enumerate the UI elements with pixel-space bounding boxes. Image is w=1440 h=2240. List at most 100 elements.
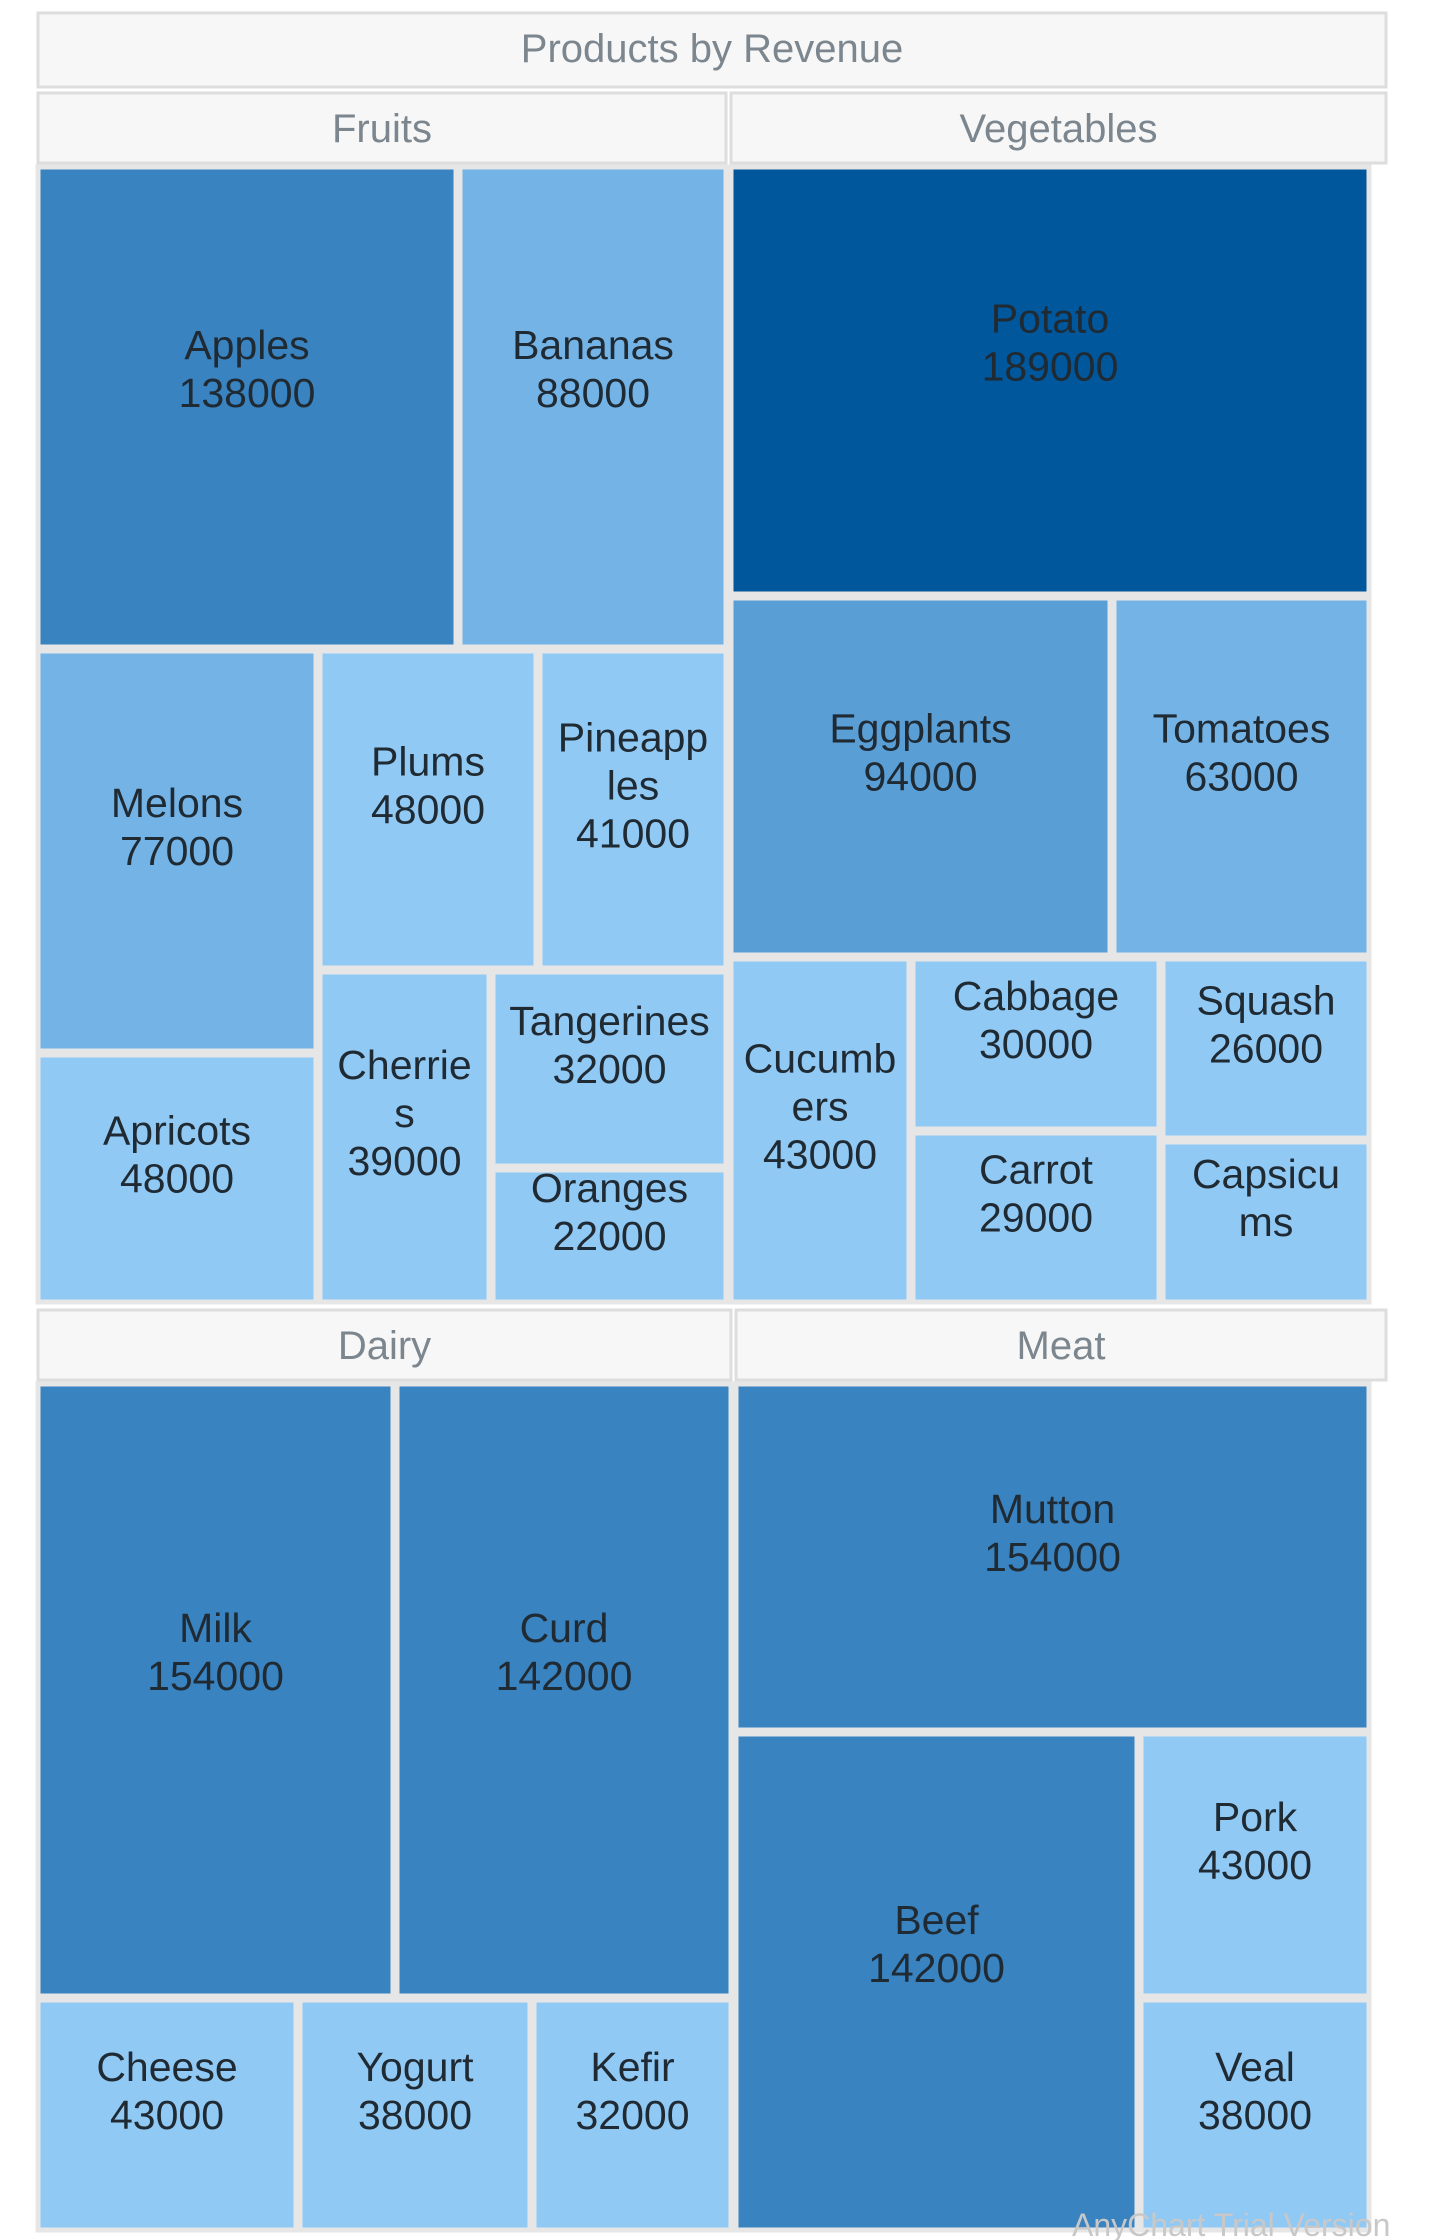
tile-label-melons: Melons 77000 bbox=[111, 780, 243, 874]
group-header-dairy[interactable] bbox=[36, 1308, 733, 1382]
tile-rect-tangerines[interactable] bbox=[490, 969, 729, 1169]
tile-carrot[interactable]: Carrot 29000 bbox=[910, 1130, 1162, 1305]
tile-curd[interactable]: Curd 142000 bbox=[394, 1381, 734, 1999]
tile-value: 41000 bbox=[576, 811, 690, 857]
tile-bananas[interactable]: Bananas 88000 bbox=[457, 164, 729, 650]
group-header-vegetables[interactable] bbox=[729, 91, 1388, 165]
tile-cucumbers[interactable]: Cucumb ers 43000 bbox=[728, 956, 912, 1305]
tile-oranges[interactable]: Oranges 22000 bbox=[490, 1165, 729, 1305]
tile-rect-milk[interactable] bbox=[35, 1381, 396, 1999]
tile-rect-mutton[interactable] bbox=[733, 1381, 1372, 1733]
tile-rect-plums[interactable] bbox=[317, 648, 539, 971]
tile-tangerines[interactable]: Tangerines 32000 bbox=[490, 969, 729, 1169]
tile-apples[interactable]: Apples 138000 bbox=[35, 164, 459, 650]
chart-title-bar bbox=[36, 11, 1388, 89]
tile-rect-beef[interactable] bbox=[733, 1731, 1140, 2233]
tile-mutton[interactable]: Mutton 154000 bbox=[733, 1381, 1372, 1733]
tile-value: 38000 bbox=[358, 2092, 472, 2138]
group-header-meat[interactable] bbox=[734, 1308, 1388, 1382]
tile-rect-cabbage[interactable] bbox=[910, 956, 1162, 1132]
tile-potato[interactable]: Potato 189000 bbox=[728, 164, 1372, 597]
tile-rect-melons[interactable] bbox=[35, 648, 319, 1054]
tile-name: s bbox=[394, 1090, 415, 1136]
tile-label-tomatoes: Tomatoes 63000 bbox=[1153, 706, 1331, 800]
tile-label-capsicums: Capsicu ms bbox=[1192, 1151, 1340, 1245]
tile-name: Milk bbox=[179, 1605, 252, 1651]
tile-value: 77000 bbox=[120, 828, 234, 874]
tile-rect-veal[interactable] bbox=[1138, 1997, 1372, 2233]
tile-name: Apricots bbox=[103, 1108, 251, 1154]
tile-rect-oranges[interactable] bbox=[490, 1167, 729, 1305]
tile-cherries[interactable]: Cherrie s 39000 bbox=[317, 969, 492, 1305]
tile-name: Pork bbox=[1213, 1794, 1298, 1840]
tile-rect-cherries[interactable] bbox=[317, 969, 492, 1305]
tile-pineapples[interactable]: Pineapp les 41000 bbox=[537, 648, 729, 971]
tile-melons[interactable]: Melons 77000 bbox=[35, 648, 319, 1054]
tile-name: Cherrie bbox=[337, 1042, 471, 1088]
group-fruits: Fruits Apples 138000 Bananas 88000 Melons 7700… bbox=[35, 91, 729, 1305]
tile-name: Beef bbox=[894, 1897, 979, 1943]
tile-label-oranges: Oranges 22000 bbox=[531, 1165, 688, 1259]
tile-rect-squash[interactable] bbox=[1160, 956, 1372, 1141]
tile-label-mutton: Mutton 154000 bbox=[984, 1486, 1121, 1580]
tile-rect-cheese[interactable] bbox=[35, 1997, 299, 2233]
chart-title-group: Products by Revenue bbox=[36, 11, 1388, 89]
tile-yogurt[interactable]: Yogurt 38000 bbox=[297, 1997, 533, 2233]
tile-name: Kefir bbox=[590, 2044, 674, 2090]
tile-rect-yogurt[interactable] bbox=[297, 1997, 533, 2233]
tile-rect-tomatoes[interactable] bbox=[1111, 595, 1372, 958]
tile-squash[interactable]: Squash 26000 bbox=[1160, 956, 1372, 1141]
tile-rect-pork[interactable] bbox=[1138, 1731, 1372, 1999]
tile-rect-kefir[interactable] bbox=[531, 1997, 734, 2233]
group-header-label-fruits: Fruits bbox=[332, 107, 432, 151]
group-header-fruits[interactable] bbox=[36, 91, 728, 165]
tile-label-squash: Squash 26000 bbox=[1196, 978, 1335, 1072]
tile-value: 32000 bbox=[575, 2092, 689, 2138]
tile-capsicums[interactable]: Capsicu ms bbox=[1160, 1139, 1372, 1305]
tile-eggplants[interactable]: Eggplants 94000 bbox=[728, 595, 1113, 958]
tile-rect-bananas[interactable] bbox=[457, 164, 729, 650]
tile-rect-potato[interactable] bbox=[728, 164, 1372, 597]
tile-value: 189000 bbox=[982, 344, 1119, 390]
tile-label-veal: Veal 38000 bbox=[1198, 2044, 1312, 2138]
tile-apricots[interactable]: Apricots 48000 bbox=[35, 1052, 319, 1305]
tile-name: Eggplants bbox=[829, 706, 1011, 752]
tile-name: Mutton bbox=[990, 1486, 1115, 1532]
tile-rect-capsicums[interactable] bbox=[1160, 1139, 1372, 1305]
tile-rect-cucumbers[interactable] bbox=[728, 956, 912, 1305]
tile-rect-carrot[interactable] bbox=[910, 1130, 1162, 1305]
tile-label-kefir: Kefir 32000 bbox=[575, 2044, 689, 2138]
tile-name: Cabbage bbox=[953, 973, 1119, 1019]
tile-kefir[interactable]: Kefir 32000 bbox=[531, 1997, 734, 2233]
tile-name: Cucumb bbox=[744, 1036, 897, 1082]
tile-pork[interactable]: Pork 43000 bbox=[1138, 1731, 1372, 1999]
tile-label-cabbage: Cabbage 30000 bbox=[953, 973, 1119, 1067]
tile-name: Melons bbox=[111, 780, 243, 826]
tile-rect-apricots[interactable] bbox=[35, 1052, 319, 1305]
tile-label-carrot: Carrot 29000 bbox=[979, 1147, 1094, 1241]
treemap-groups: Fruits Apples 138000 Bananas 88000 Melons 7700… bbox=[35, 91, 1388, 2233]
tile-rect-apples[interactable] bbox=[35, 164, 459, 650]
tile-value: 22000 bbox=[552, 1213, 666, 1259]
tile-value: 138000 bbox=[179, 370, 316, 416]
tile-value: 154000 bbox=[147, 1653, 284, 1699]
credit-watermark: AnyChart Trial Version bbox=[1072, 2207, 1390, 2240]
tile-rect-curd[interactable] bbox=[394, 1381, 734, 1999]
tile-name: Tangerines bbox=[509, 998, 710, 1044]
tile-rect-eggplants[interactable] bbox=[728, 595, 1113, 958]
tile-cheese[interactable]: Cheese 43000 bbox=[35, 1997, 299, 2233]
tile-milk[interactable]: Milk 154000 bbox=[35, 1381, 396, 1999]
tile-tomatoes[interactable]: Tomatoes 63000 bbox=[1111, 595, 1372, 958]
chart-title: Products by Revenue bbox=[521, 27, 903, 71]
tile-plums[interactable]: Plums 48000 bbox=[317, 648, 539, 971]
tile-beef[interactable]: Beef 142000 bbox=[733, 1731, 1140, 2233]
tile-cabbage[interactable]: Cabbage 30000 bbox=[910, 956, 1162, 1132]
tile-value: 43000 bbox=[110, 2092, 224, 2138]
group-dairy: Dairy Milk 154000 Curd 142000 Cheese 43000 Yogu… bbox=[35, 1308, 734, 2233]
tile-rect-pineapples[interactable] bbox=[537, 648, 729, 971]
tile-name: Capsicu bbox=[1192, 1151, 1340, 1197]
tile-value: 32000 bbox=[552, 1046, 666, 1092]
tile-value: 48000 bbox=[371, 787, 485, 833]
tile-value: 38000 bbox=[1198, 2092, 1312, 2138]
tile-veal[interactable]: Veal 38000 bbox=[1138, 1997, 1372, 2233]
